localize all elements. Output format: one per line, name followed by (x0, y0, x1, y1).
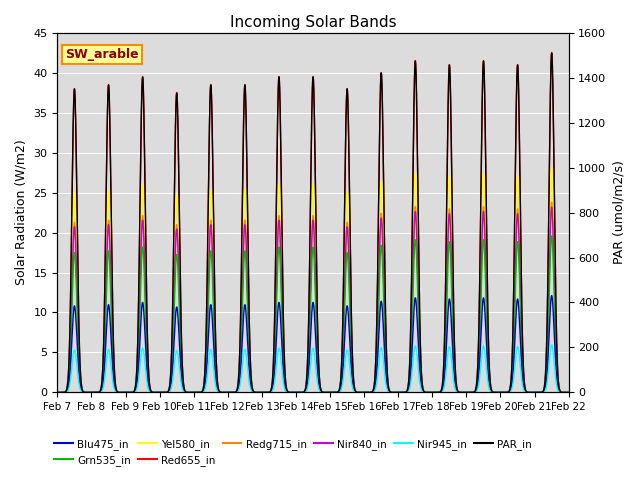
Red655_in (548, 49, 556, 55)
Blu475_in (564, 390, 572, 396)
Nir945_in (548, 342, 556, 348)
Nir840_in (294, 390, 301, 396)
PAR_in (54, 390, 61, 396)
Grn535_in (294, 390, 301, 396)
Redg715_in (145, 384, 153, 389)
Grn535_in (145, 384, 153, 390)
Nir840_in (428, 390, 435, 396)
Red655_in (145, 379, 153, 384)
Nir840_in (456, 390, 464, 396)
Nir945_in (564, 390, 572, 396)
Red655_in (564, 390, 572, 396)
PAR_in (428, 390, 435, 396)
Redg715_in (564, 390, 572, 396)
Nir945_in (54, 390, 61, 396)
Redg715_in (564, 390, 572, 396)
Grn535_in (399, 390, 407, 396)
Nir945_in (145, 388, 153, 394)
Yel580_in (428, 390, 435, 396)
Nir840_in (145, 384, 153, 389)
Text: SW_arable: SW_arable (65, 48, 139, 61)
Yel580_in (145, 383, 153, 388)
Line: PAR_in: PAR_in (58, 53, 568, 393)
Blu475_in (399, 390, 407, 396)
Nir840_in (399, 390, 407, 396)
Red655_in (54, 390, 61, 396)
Legend: Blu475_in, Grn535_in, Yel580_in, Red655_in, Redg715_in, Nir840_in, Nir945_in, PA: Blu475_in, Grn535_in, Yel580_in, Red655_… (50, 434, 536, 470)
Y-axis label: Solar Radiation (W/m2): Solar Radiation (W/m2) (15, 140, 28, 286)
Yel580_in (456, 390, 464, 396)
Nir945_in (294, 390, 301, 396)
Nir945_in (428, 390, 435, 396)
Nir945_in (456, 390, 464, 396)
Grn535_in (428, 390, 435, 396)
Redg715_in (456, 390, 464, 396)
PAR_in (456, 390, 464, 396)
Red655_in (428, 390, 435, 396)
PAR_in (145, 379, 153, 384)
Line: Blu475_in: Blu475_in (58, 296, 568, 393)
Grn535_in (456, 390, 464, 396)
Grn535_in (54, 390, 61, 396)
Yel580_in (54, 390, 61, 396)
PAR_in (564, 390, 572, 396)
PAR_in (548, 50, 556, 56)
Red655_in (294, 390, 301, 396)
Title: Incoming Solar Bands: Incoming Solar Bands (230, 15, 396, 30)
Blu475_in (548, 293, 556, 299)
PAR_in (564, 390, 572, 396)
Yel580_in (564, 390, 572, 396)
Blu475_in (428, 390, 435, 396)
Red655_in (456, 390, 464, 396)
Nir840_in (564, 390, 572, 396)
Redg715_in (54, 390, 61, 396)
Blu475_in (54, 390, 61, 396)
Grn535_in (564, 390, 572, 396)
Red655_in (564, 390, 572, 396)
Line: Redg715_in: Redg715_in (58, 202, 568, 393)
Grn535_in (564, 390, 572, 396)
Nir945_in (399, 390, 407, 396)
Yel580_in (564, 390, 572, 396)
Blu475_in (564, 390, 572, 396)
Redg715_in (399, 390, 407, 396)
Nir840_in (548, 204, 556, 210)
Nir840_in (54, 390, 61, 396)
Nir945_in (564, 390, 572, 396)
PAR_in (294, 390, 301, 396)
Line: Nir945_in: Nir945_in (58, 345, 568, 393)
Grn535_in (548, 233, 556, 239)
Blu475_in (145, 386, 153, 392)
Nir840_in (564, 390, 572, 396)
Blu475_in (294, 390, 301, 396)
Line: Red655_in: Red655_in (58, 52, 568, 393)
Y-axis label: PAR (umol/m2/s): PAR (umol/m2/s) (612, 161, 625, 264)
Line: Nir840_in: Nir840_in (58, 207, 568, 393)
Line: Yel580_in: Yel580_in (58, 168, 568, 393)
Line: Grn535_in: Grn535_in (58, 236, 568, 393)
Redg715_in (294, 390, 301, 396)
Redg715_in (428, 390, 435, 396)
Yel580_in (548, 165, 556, 171)
Yel580_in (294, 390, 301, 396)
Yel580_in (399, 390, 407, 396)
Redg715_in (548, 199, 556, 205)
Red655_in (399, 390, 407, 396)
PAR_in (399, 390, 407, 396)
Blu475_in (456, 390, 464, 396)
